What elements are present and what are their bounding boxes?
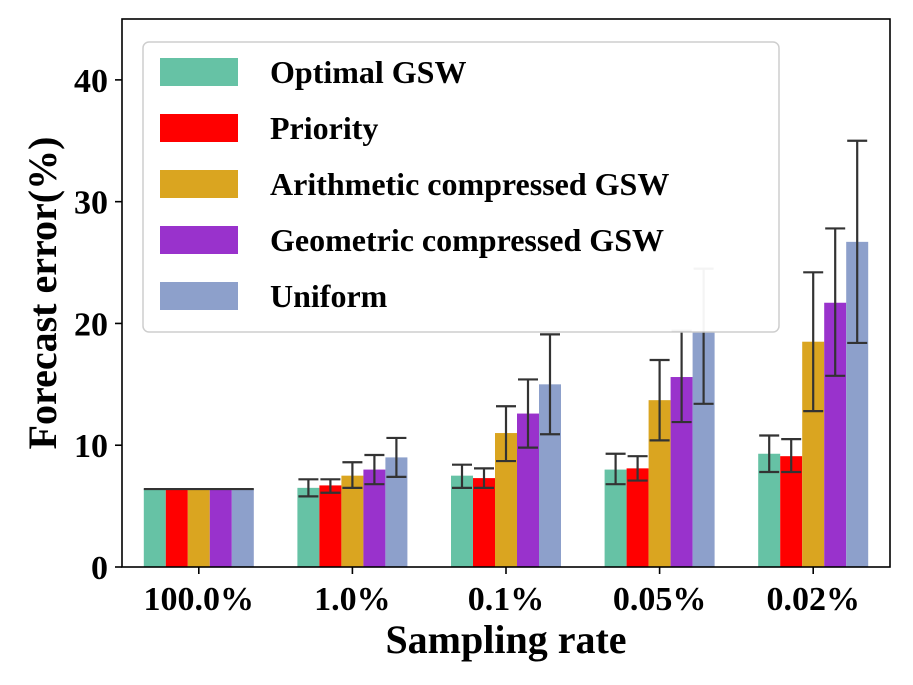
bar-1-1 bbox=[319, 485, 342, 567]
error-bar-0-3 bbox=[605, 452, 626, 486]
bar-2-3 bbox=[648, 400, 671, 567]
legend-item: Arithmetic compressed GSW bbox=[160, 166, 669, 202]
bar-1-3 bbox=[626, 468, 649, 567]
error-bar-3-4 bbox=[825, 227, 846, 377]
bar-3-2 bbox=[517, 413, 539, 567]
error-bar-0-2 bbox=[452, 463, 472, 489]
error-bar-0-1 bbox=[298, 478, 319, 498]
error-bar-4-1 bbox=[386, 436, 407, 478]
error-bar-1-2 bbox=[474, 467, 494, 489]
error-bar-0-4 bbox=[759, 434, 780, 474]
bar-2-1 bbox=[341, 475, 364, 567]
y-axis-label: Forecast error(%) bbox=[20, 137, 65, 450]
bar-0-4 bbox=[758, 453, 781, 567]
legend-item: Optimal GSW bbox=[160, 54, 466, 90]
x-tick-label: 0.1% bbox=[468, 581, 545, 618]
x-axis-label: Sampling rate bbox=[385, 617, 626, 662]
bar-0-0 bbox=[143, 489, 166, 567]
legend-swatch bbox=[160, 114, 238, 142]
error-bar-1-1 bbox=[320, 478, 341, 494]
y-tick-label: 10 bbox=[74, 428, 108, 465]
legend-item: Geometric compressed GSW bbox=[160, 222, 664, 258]
bar-1-0 bbox=[165, 489, 188, 567]
legend-label: Uniform bbox=[270, 278, 388, 314]
bar-1-4 bbox=[780, 456, 803, 567]
error-bar-4-2 bbox=[540, 333, 560, 436]
bar-3-4 bbox=[824, 302, 847, 567]
legend-label: Optimal GSW bbox=[270, 54, 466, 90]
bar-4-0 bbox=[231, 489, 254, 567]
error-bar-2-2 bbox=[496, 405, 516, 463]
bar-2-4 bbox=[802, 341, 825, 567]
bars-layer bbox=[143, 241, 869, 567]
bar-2-0 bbox=[187, 489, 210, 567]
bar-2-2 bbox=[495, 433, 517, 567]
legend-box bbox=[142, 41, 780, 333]
bar-0-3 bbox=[604, 469, 627, 567]
x-axis: 100.0% 1.0% 0.1% 0.05% 0.02% bbox=[144, 567, 860, 618]
x-tick-label: 1.0% bbox=[314, 581, 391, 618]
legend-item: Priority bbox=[160, 110, 378, 146]
bar-4-2 bbox=[539, 384, 561, 567]
bar-1-2 bbox=[473, 478, 495, 567]
bar-3-1 bbox=[363, 469, 386, 567]
legend-swatch bbox=[160, 282, 238, 310]
bar-3-3 bbox=[670, 377, 693, 567]
y-axis: 0 10 20 30 40 bbox=[74, 63, 122, 587]
bar-0-1 bbox=[297, 487, 320, 567]
error-bar-1-3 bbox=[627, 455, 648, 482]
y-tick-label: 0 bbox=[91, 550, 108, 587]
legend-label: Arithmetic compressed GSW bbox=[270, 166, 669, 202]
error-bar-1-4 bbox=[781, 438, 802, 474]
bar-3-0 bbox=[209, 489, 232, 567]
legend-label: Geometric compressed GSW bbox=[270, 222, 664, 258]
y-tick-label: 40 bbox=[74, 63, 108, 100]
legend: Optimal GSW Priority Arithmetic compressed… bbox=[142, 41, 780, 333]
x-tick-label: 100.0% bbox=[144, 581, 255, 618]
legend-swatch bbox=[160, 170, 238, 198]
legend-item: Uniform bbox=[160, 278, 388, 314]
error-bar-4-4 bbox=[847, 139, 868, 345]
error-bar-3-1 bbox=[364, 453, 385, 486]
error-bars-layer bbox=[143, 139, 868, 498]
legend-swatch bbox=[160, 58, 238, 86]
bar-0-2 bbox=[451, 475, 473, 567]
bar-4-4 bbox=[846, 241, 869, 567]
x-tick-label: 0.05% bbox=[613, 581, 707, 618]
error-bar-2-3 bbox=[649, 358, 670, 442]
error-bar-2-4 bbox=[803, 271, 824, 413]
legend-swatch bbox=[160, 226, 238, 254]
error-bar-2-1 bbox=[342, 461, 363, 489]
bar-4-1 bbox=[385, 457, 408, 567]
y-tick-label: 20 bbox=[74, 306, 108, 343]
legend-label: Priority bbox=[270, 110, 378, 146]
y-tick-label: 30 bbox=[74, 185, 108, 222]
x-tick-label: 0.02% bbox=[766, 581, 860, 618]
error-bar-3-2 bbox=[518, 378, 538, 449]
bar-4-3 bbox=[692, 331, 715, 567]
